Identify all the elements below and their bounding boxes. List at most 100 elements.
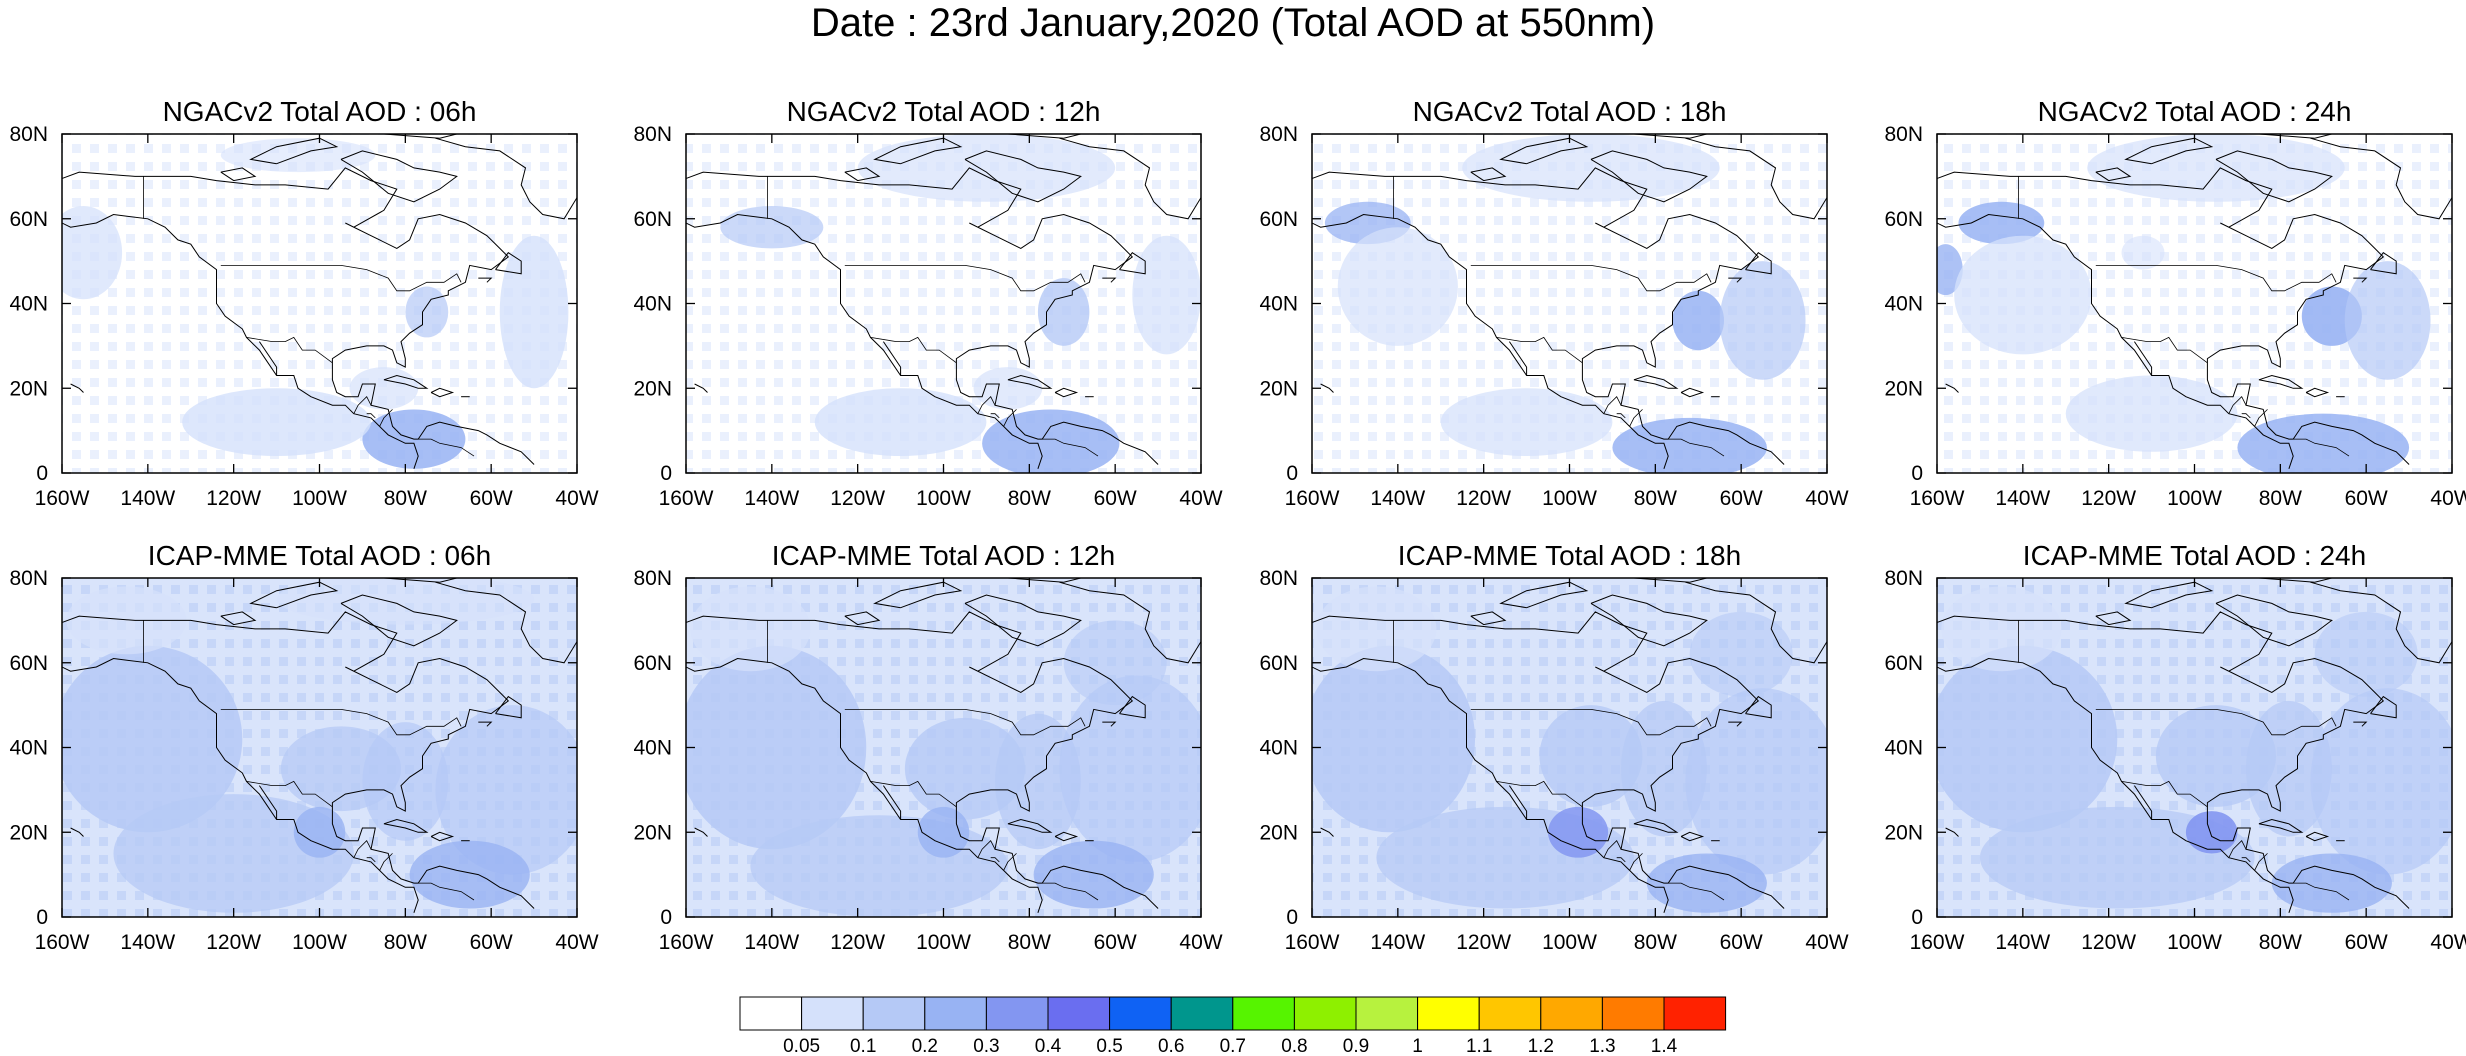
lon-tick-label: 100W [1542,931,1597,954]
aod-plume [1462,134,1720,202]
lat-tick-label: 20N [1884,821,1923,844]
aod-plume [62,206,123,300]
lat-tick-label: 80N [1259,123,1298,146]
coastline [1633,818,1679,833]
coastline [2353,277,2368,283]
country-border [1603,396,1622,414]
coastline [478,721,493,727]
aod-field [62,134,577,473]
aod-plume [1672,290,1724,351]
lat-tick-label: 80N [9,123,48,146]
coastline [1680,387,1705,398]
country-border [379,853,393,871]
coastline [1312,611,1785,909]
lat-tick-label: 40N [1259,737,1298,760]
country-border [220,264,462,292]
coastline [383,818,429,833]
lon-tick-label: 60W [2345,487,2388,510]
coastline [495,252,522,275]
country-border [2228,396,2247,414]
coastline [1745,252,1772,275]
lon-tick-label: 60W [1094,487,1137,510]
panel-title: ICAP-MME Total AOD : 06h [148,540,491,571]
coastline [2215,150,2333,203]
lon-tick-label: 120W [830,931,885,954]
colorbar-box [1417,996,1480,1031]
coastline [1470,611,1507,626]
coastline [1102,277,1117,283]
coastline [1937,167,2410,465]
coastline [1059,581,1201,664]
coastline [1745,695,1772,719]
country-border [1616,857,1626,863]
country-border [977,396,996,414]
aod-plume [276,578,535,625]
aod-plume [293,806,346,858]
lon-tick-label: 60W [2345,931,2388,954]
lon-tick-label: 160W [1910,931,1965,954]
colorbar-label: 0.9 [1343,1036,1369,1056]
aod-plume [2271,853,2392,913]
colorbar-box [862,996,926,1031]
coastline [694,827,708,837]
country-border [246,780,333,808]
lon-tick-label: 80W [2259,931,2302,954]
lat-tick-label: 80N [1884,123,1923,146]
lat-tick-label: 60N [9,652,48,675]
lat-tick-label: 80N [1259,567,1298,590]
aod-plume [1033,840,1154,909]
lon-tick-label: 140W [120,931,175,954]
lat-tick-label: 0 [1911,906,1923,929]
aod-field [1937,578,2452,917]
lat-tick-label: 20N [633,821,672,844]
coastline [1007,818,1053,833]
lat-tick-label: 60N [1259,652,1298,675]
colorbar-label: 0.7 [1220,1036,1246,1056]
coastline [1119,695,1146,719]
coastline [430,831,455,842]
coastline [1470,167,1507,182]
aod-field [686,578,1201,917]
country-border [1616,413,1626,419]
aod-plume [2155,705,2277,807]
coastline [2215,594,2333,647]
coastline [686,611,1159,909]
country-border [2293,438,2350,457]
lat-tick-label: 40N [633,293,672,316]
colorbar-label: 0.2 [912,1036,938,1056]
lon-tick-label: 60W [1720,487,1763,510]
lon-tick-label: 160W [1285,487,1340,510]
lon-tick-label: 60W [470,931,513,954]
country-border [246,336,333,364]
aod-plume [113,794,354,913]
country-border [977,840,996,858]
country-border [1629,409,1643,427]
aod-plume [409,840,530,909]
aod-plume [2237,413,2410,473]
country-border [1668,882,1725,901]
aod-plume [2087,134,2345,202]
lat-tick-label: 60N [1259,208,1298,231]
panel-title: NGACv2 Total AOD : 24h [2038,96,2352,127]
lon-tick-label: 100W [2167,931,2222,954]
lon-tick-label: 100W [1542,487,1597,510]
aod-plume [1954,235,2092,355]
coastline [1054,831,1079,842]
coastline [1590,150,1708,203]
coastline [1007,374,1053,389]
country-border [1668,438,1725,457]
aod-plume [62,645,243,833]
lat-tick-label: 0 [1286,462,1298,485]
country-border [418,882,475,901]
coastline [1945,827,1959,837]
aod-plume [499,235,569,389]
coastline [383,134,459,139]
map-panel: ICAP-MME Total AOD : 18h 160W 140W 120W 100W… [1259,540,1848,954]
country-border [1629,853,1643,871]
country-border [870,336,957,364]
country-border [1003,853,1017,871]
country-border [2095,709,2337,736]
country-border [2228,840,2247,858]
lon-tick-label: 120W [206,931,261,954]
